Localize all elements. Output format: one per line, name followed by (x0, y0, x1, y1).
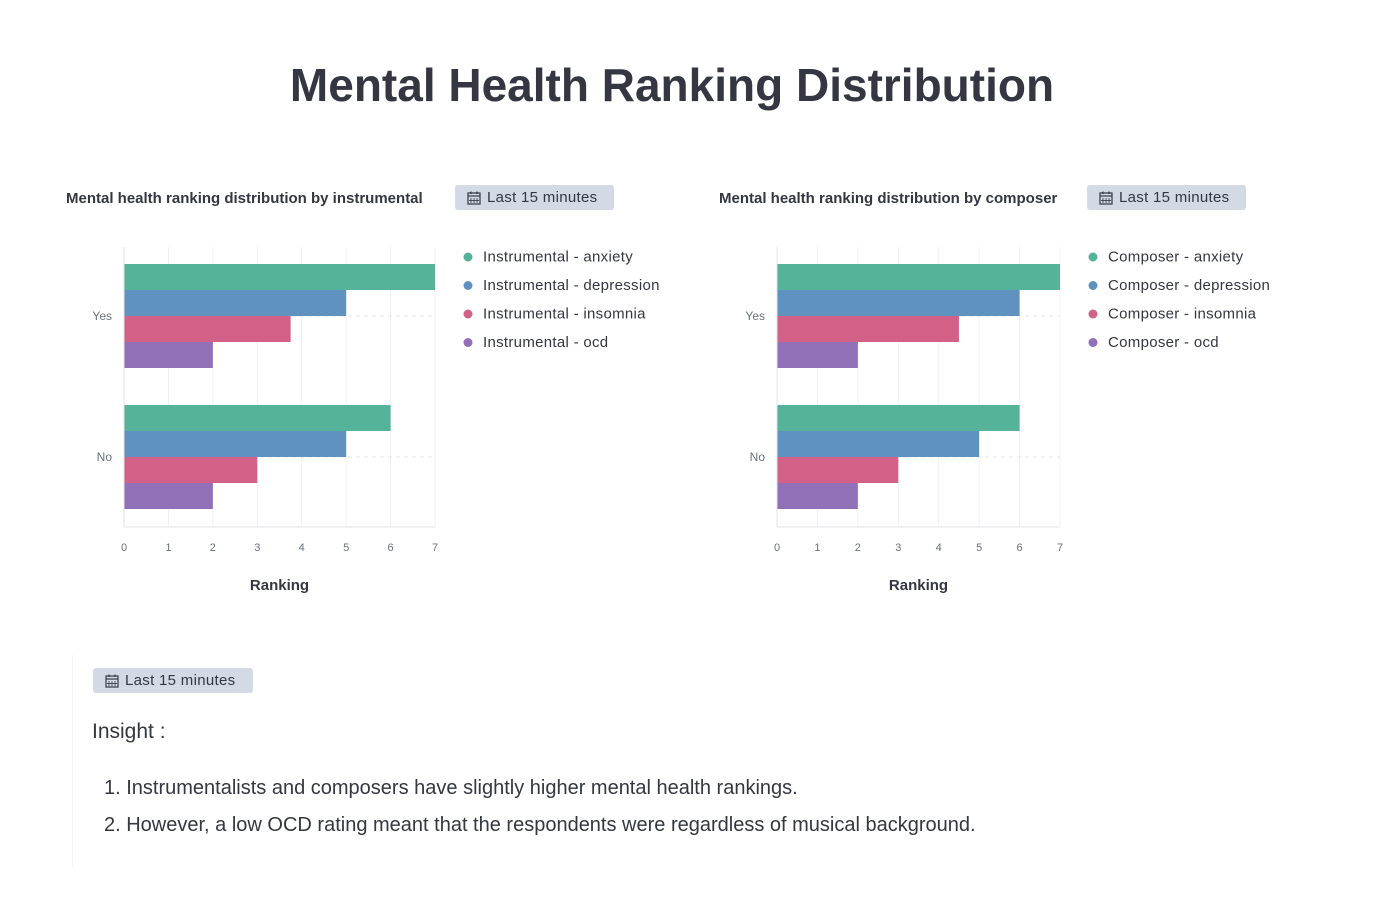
x-tick-label: 4 (936, 542, 942, 554)
bar-ocd-yes (124, 342, 213, 368)
y-tick-label: No (750, 450, 766, 464)
legend-dot (1088, 338, 1098, 347)
bar-insomnia-no (777, 457, 899, 483)
bar-ocd-no (124, 483, 213, 509)
legend-label: Composer - depression (1108, 277, 1270, 294)
x-axis-title: Ranking (889, 577, 948, 594)
y-tick-label: No (97, 450, 113, 464)
divider (72, 655, 73, 867)
x-tick-label: 5 (976, 542, 982, 554)
x-tick-label: 1 (814, 542, 820, 554)
bar-depression-no (124, 431, 347, 457)
x-tick-label: 0 (121, 542, 127, 554)
page-title: Mental Health Ranking Distribution (289, 59, 1055, 111)
x-tick-label: 3 (895, 542, 901, 554)
legend-label: Instrumental - depression (483, 277, 660, 294)
x-tick-label: 6 (1017, 542, 1023, 554)
panel-title-composer: Mental health ranking distribution by co… (719, 190, 1058, 207)
calendar-icon (1099, 191, 1113, 205)
insight-heading: Insight : (92, 720, 166, 743)
composer-bar-chart: Yes No 0 1 2 3 4 5 6 7 Ranking Composer - anxiety Co… (745, 247, 1270, 594)
insight-item: 1. Instrumentalists and composers have s… (104, 777, 798, 799)
x-tick-label: 2 (210, 542, 216, 554)
time-range-badge-instrumental[interactable]: Last 15 minutes (455, 185, 614, 210)
bar-depression-no (777, 431, 980, 457)
bar-insomnia-yes (777, 316, 959, 342)
bar-anxiety-no (124, 405, 391, 431)
bar-anxiety-no (777, 405, 1020, 431)
bar-depression-yes (777, 290, 1020, 316)
time-range-label: Last 15 minutes (487, 189, 598, 206)
bar-depression-yes (124, 290, 347, 316)
legend-dot (1088, 281, 1098, 290)
legend-dot (463, 338, 473, 347)
time-range-badge-insight[interactable]: Last 15 minutes (93, 668, 253, 693)
legend-dot (463, 252, 473, 262)
legend-label: Composer - insomnia (1108, 306, 1257, 323)
bar-ocd-yes (777, 342, 858, 368)
x-tick-label: 2 (855, 542, 861, 554)
legend-dot (1088, 252, 1098, 262)
x-axis-title: Ranking (250, 577, 309, 594)
y-tick-label: Yes (745, 309, 765, 323)
bar-ocd-no (777, 483, 858, 509)
x-tick-label: 7 (432, 542, 438, 554)
legend-label: Composer - ocd (1108, 334, 1219, 351)
bar-anxiety-yes (777, 264, 1060, 290)
calendar-icon (467, 191, 481, 205)
calendar-icon (105, 674, 119, 688)
time-range-label: Last 15 minutes (125, 672, 236, 689)
bar-insomnia-yes (124, 316, 291, 342)
y-tick-label: Yes (92, 309, 112, 323)
insight-item: 2. However, a low OCD rating meant that … (104, 814, 976, 836)
insight-list: 1. Instrumentalists and composers have s… (104, 774, 976, 848)
legend-dot (1088, 309, 1098, 319)
legend-label: Composer - anxiety (1108, 249, 1244, 266)
x-tick-label: 1 (165, 542, 171, 554)
time-range-label: Last 15 minutes (1119, 189, 1230, 206)
legend-dot (463, 281, 473, 290)
bar-anxiety-yes (124, 264, 435, 290)
x-tick-label: 7 (1057, 542, 1063, 554)
x-tick-label: 0 (774, 542, 780, 554)
legend-dot (463, 309, 473, 319)
instrumental-bar-chart: Yes No 0 1 2 3 4 5 6 7 Ranking Instrumental - anxie… (92, 247, 660, 594)
bar-insomnia-no (124, 457, 258, 483)
x-tick-label: 6 (388, 542, 394, 554)
x-tick-label: 5 (343, 542, 349, 554)
x-tick-label: 4 (299, 542, 305, 554)
x-tick-label: 3 (254, 542, 260, 554)
legend-label: Instrumental - anxiety (483, 249, 633, 266)
legend-label: Instrumental - insomnia (483, 306, 646, 323)
time-range-badge-composer[interactable]: Last 15 minutes (1087, 185, 1246, 210)
legend-label: Instrumental - ocd (483, 334, 608, 351)
panel-title-instrumental: Mental health ranking distribution by in… (66, 190, 423, 207)
